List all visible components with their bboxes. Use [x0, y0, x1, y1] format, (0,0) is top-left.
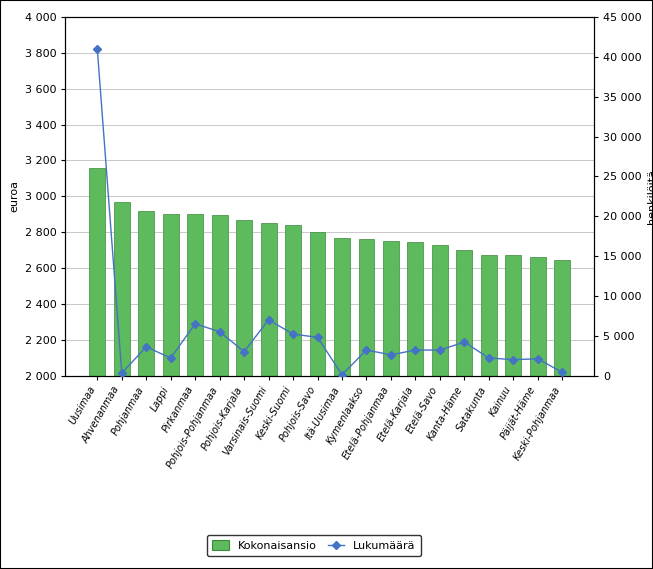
Bar: [383, 241, 399, 569]
Bar: [407, 242, 423, 569]
Bar: [261, 223, 276, 569]
Bar: [285, 225, 301, 569]
Bar: [310, 232, 325, 569]
Bar: [456, 250, 472, 569]
Bar: [138, 211, 154, 569]
Bar: [212, 215, 228, 569]
Legend: Kokonaisansio, Lukumäärä: Kokonaisansio, Lukumäärä: [206, 535, 421, 556]
Y-axis label: euroa: euroa: [9, 180, 19, 212]
Bar: [432, 245, 448, 569]
Bar: [358, 240, 374, 569]
Bar: [187, 215, 203, 569]
Y-axis label: henkilöitä: henkilöitä: [647, 169, 653, 224]
Bar: [530, 257, 546, 569]
Bar: [554, 260, 570, 569]
Bar: [114, 201, 130, 569]
Bar: [236, 220, 252, 569]
Bar: [89, 168, 105, 569]
Bar: [505, 255, 521, 569]
Bar: [481, 254, 497, 569]
Bar: [334, 237, 350, 569]
Bar: [163, 215, 179, 569]
